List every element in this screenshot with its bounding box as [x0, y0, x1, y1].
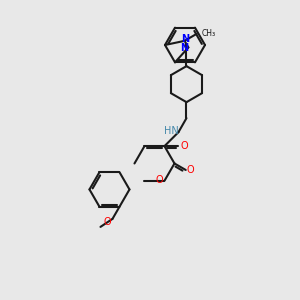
- Text: O: O: [187, 165, 194, 175]
- Text: O: O: [104, 217, 111, 227]
- Text: CH₃: CH₃: [202, 29, 216, 38]
- Text: HN: HN: [164, 126, 179, 136]
- Text: O: O: [181, 141, 188, 151]
- Text: N: N: [180, 44, 188, 53]
- Text: N: N: [182, 34, 190, 44]
- Text: O: O: [156, 175, 163, 185]
